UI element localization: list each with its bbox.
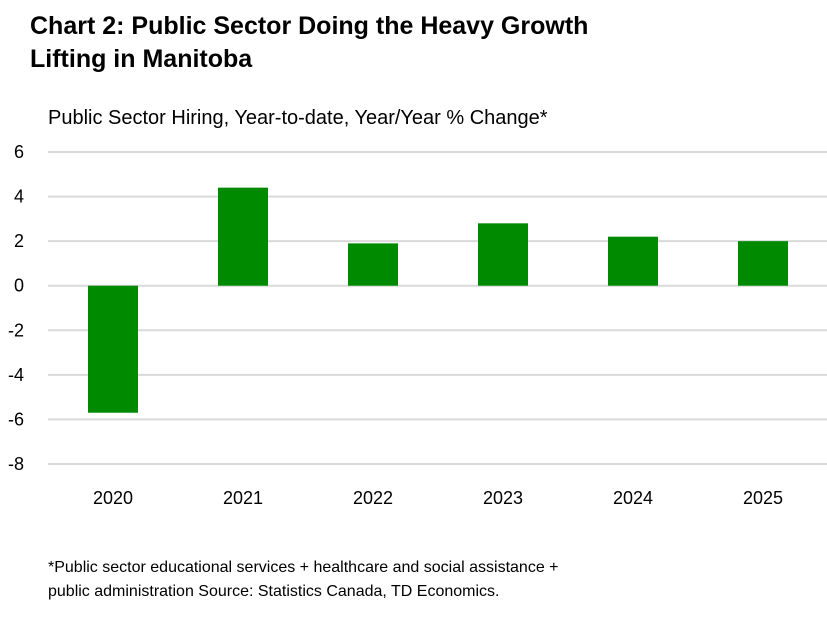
bar-2023: [478, 223, 528, 286]
x-tick-label: 2024: [613, 488, 653, 508]
x-tick-label: 2023: [483, 488, 523, 508]
y-tick-label: -6: [8, 409, 24, 429]
x-tick-label: 2022: [353, 488, 393, 508]
chart-title-line-1: Chart 2: Public Sector Doing the Heavy G…: [30, 12, 589, 40]
gridlines: [48, 151, 827, 465]
x-tick-label: 2025: [743, 488, 783, 508]
x-tick-label: 2020: [93, 488, 133, 508]
footnote-line-2: public administration Source: Statistics…: [48, 583, 500, 600]
chart-title-line-2: Lifting in Manitoba: [30, 45, 253, 73]
y-tick-label: 6: [14, 142, 24, 162]
bar-2022: [348, 243, 398, 286]
chart-title: Chart 2: Public Sector Doing the Heavy G…: [30, 10, 810, 76]
bar-2025: [738, 241, 788, 286]
y-axis-ticks: 6 4 2 0 -2 -4 -6 -8: [8, 142, 24, 474]
y-tick-label: 2: [14, 231, 24, 251]
footnote-line-1: *Public sector educational services + he…: [48, 559, 559, 576]
y-tick-label: -8: [8, 454, 24, 474]
footnote: *Public sector educational services + he…: [48, 556, 808, 604]
y-tick-label: 4: [14, 187, 24, 207]
bar-2020: [88, 285, 138, 413]
bar-2021: [218, 187, 268, 286]
chart-subtitle: Public Sector Hiring, Year-to-date, Year…: [48, 107, 548, 129]
bar-2024: [608, 236, 658, 286]
x-axis-ticks: 2020 2021 2022 2023 2024 2025: [93, 488, 783, 508]
bars: [88, 187, 788, 413]
y-tick-label: -4: [8, 365, 24, 385]
x-tick-label: 2021: [223, 488, 263, 508]
y-tick-label: 0: [14, 276, 24, 296]
y-tick-label: -2: [8, 320, 24, 340]
